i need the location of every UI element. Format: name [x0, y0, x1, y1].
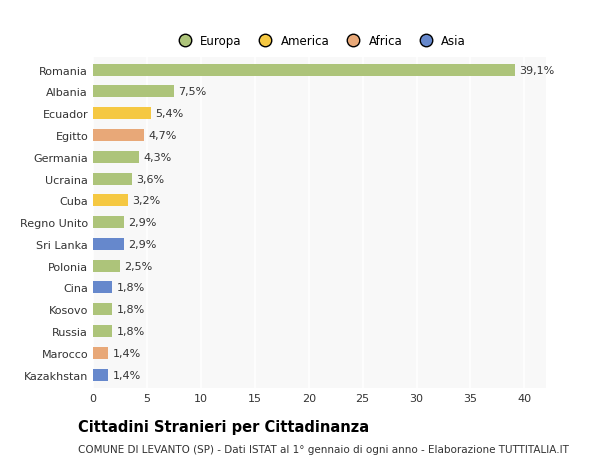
- Text: 39,1%: 39,1%: [519, 66, 554, 75]
- Bar: [93, 108, 151, 120]
- Text: 1,8%: 1,8%: [117, 283, 145, 293]
- Text: 1,4%: 1,4%: [112, 348, 140, 358]
- Bar: [93, 260, 120, 272]
- Text: 5,4%: 5,4%: [155, 109, 184, 119]
- Bar: [93, 151, 139, 163]
- Text: COMUNE DI LEVANTO (SP) - Dati ISTAT al 1° gennaio di ogni anno - Elaborazione TU: COMUNE DI LEVANTO (SP) - Dati ISTAT al 1…: [78, 444, 569, 454]
- Bar: [93, 303, 112, 316]
- Bar: [93, 325, 112, 337]
- Bar: [93, 369, 108, 381]
- Bar: [93, 217, 124, 229]
- Bar: [93, 129, 143, 142]
- Bar: [93, 86, 174, 98]
- Text: 2,5%: 2,5%: [124, 261, 152, 271]
- Bar: [93, 282, 112, 294]
- Bar: [93, 238, 124, 250]
- Legend: Europa, America, Africa, Asia: Europa, America, Africa, Asia: [173, 35, 466, 48]
- Text: 1,4%: 1,4%: [112, 370, 140, 380]
- Text: 1,8%: 1,8%: [117, 305, 145, 314]
- Bar: [93, 347, 108, 359]
- Text: 3,6%: 3,6%: [136, 174, 164, 184]
- Bar: [93, 64, 515, 76]
- Bar: [93, 195, 128, 207]
- Text: 1,8%: 1,8%: [117, 326, 145, 336]
- Text: 3,2%: 3,2%: [132, 196, 160, 206]
- Text: 4,7%: 4,7%: [148, 131, 176, 140]
- Text: 7,5%: 7,5%: [178, 87, 206, 97]
- Text: 2,9%: 2,9%: [128, 218, 157, 228]
- Text: 2,9%: 2,9%: [128, 239, 157, 249]
- Text: 4,3%: 4,3%: [143, 152, 172, 162]
- Bar: [93, 173, 132, 185]
- Text: Cittadini Stranieri per Cittadinanza: Cittadini Stranieri per Cittadinanza: [78, 419, 369, 434]
